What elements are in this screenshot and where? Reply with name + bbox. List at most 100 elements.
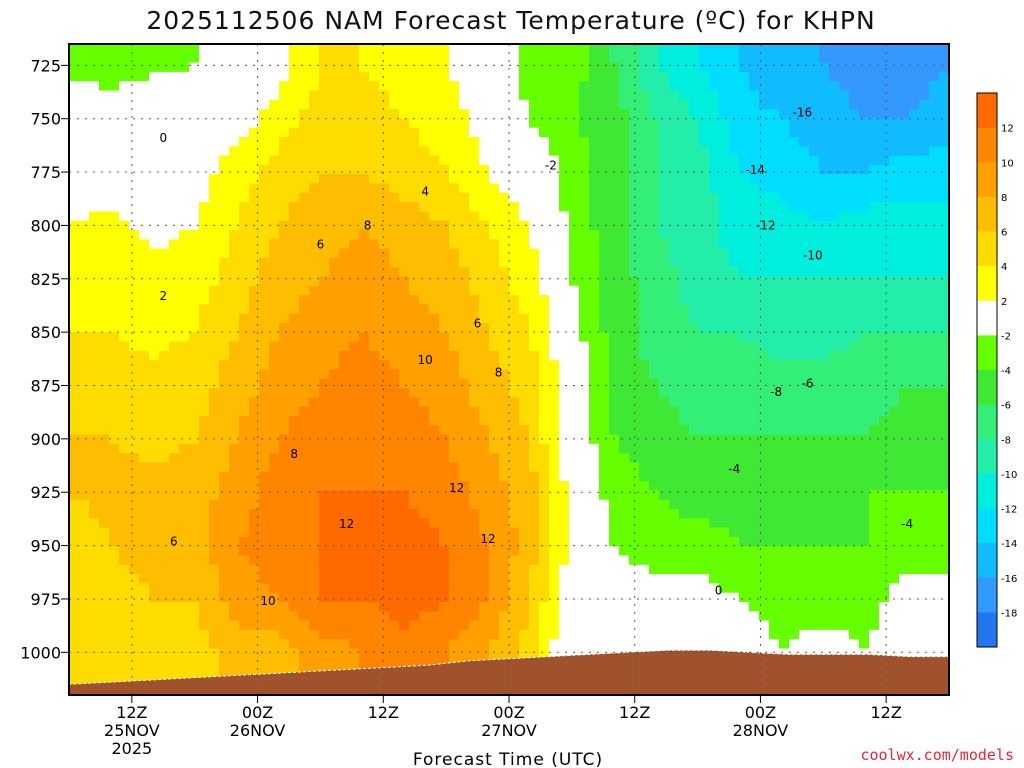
temperature-cell (129, 639, 140, 650)
temperature-cell (199, 490, 210, 501)
temperature-cell (449, 164, 460, 175)
temperature-cell (459, 583, 470, 594)
temperature-cell (729, 602, 740, 612)
temperature-cell (299, 509, 310, 519)
temperature-cell (389, 295, 400, 305)
temperature-cell (269, 174, 280, 185)
temperature-cell (769, 90, 780, 101)
temperature-cell (259, 592, 270, 603)
temperature-cell (559, 109, 570, 119)
temperature-cell (209, 81, 220, 92)
temperature-cell (499, 304, 510, 315)
temperature-cell (499, 490, 510, 501)
temperature-cell (249, 657, 260, 668)
temperature-cell (229, 81, 240, 92)
temperature-cell (69, 453, 80, 464)
temperature-cell (399, 416, 410, 426)
temperature-cell (139, 620, 150, 631)
temperature-cell (529, 378, 540, 389)
temperature-cell (759, 155, 770, 166)
temperature-cell (299, 564, 310, 575)
temperature-cell (349, 490, 360, 501)
temperature-cell (479, 527, 490, 538)
temperature-cell (259, 220, 270, 231)
temperature-cell (299, 648, 310, 659)
temperature-cell (389, 220, 400, 231)
temperature-cell (69, 164, 80, 175)
temperature-cell (249, 71, 260, 82)
temperature-cell (649, 564, 660, 575)
temperature-cell (189, 164, 200, 175)
temperature-cell (519, 453, 530, 464)
temperature-cell (689, 304, 700, 315)
temperature-cell (729, 527, 740, 538)
temperature-cell (579, 127, 590, 138)
temperature-cell (679, 620, 690, 631)
temperature-cell (759, 425, 770, 436)
temperature-cell (359, 388, 370, 398)
temperature-cell (579, 230, 590, 240)
temperature-cell (289, 648, 300, 659)
temperature-cell (659, 397, 670, 408)
temperature-cell (449, 462, 460, 473)
temperature-cell (609, 109, 620, 119)
temperature-cell (289, 360, 300, 371)
temperature-cell (719, 397, 730, 408)
temperature-cell (709, 118, 720, 129)
temperature-cell (189, 397, 200, 408)
temperature-cell (489, 341, 500, 352)
temperature-cell (129, 388, 140, 398)
temperature-cell (499, 378, 510, 389)
temperature-cell (489, 285, 500, 296)
temperature-cell (699, 518, 710, 529)
temperature-cell (649, 304, 660, 315)
temperature-cell (449, 183, 460, 194)
temperature-cell (339, 527, 350, 538)
temperature-cell (409, 388, 420, 398)
temperature-cell (349, 620, 360, 631)
temperature-cell (489, 276, 500, 287)
temperature-cell (569, 137, 580, 147)
temperature-cell (319, 481, 330, 491)
temperature-cell (709, 285, 720, 296)
temperature-cell (739, 304, 750, 315)
temperature-cell (409, 443, 420, 454)
temperature-cell (169, 285, 180, 296)
temperature-cell (219, 248, 230, 259)
temperature-cell (179, 109, 190, 119)
temperature-cell (729, 267, 740, 278)
temperature-cell (249, 499, 260, 510)
temperature-cell (349, 527, 360, 538)
temperature-cell (419, 639, 430, 650)
temperature-cell (149, 267, 160, 278)
temperature-cell (149, 183, 160, 194)
temperature-cell (749, 230, 760, 240)
temperature-cell (129, 90, 140, 101)
temperature-cell (209, 360, 220, 371)
temperature-cell (109, 285, 120, 296)
temperature-cell (499, 127, 510, 138)
temperature-cell (109, 341, 120, 352)
temperature-cell (479, 648, 490, 659)
temperature-cell (509, 509, 520, 519)
temperature-cell (99, 313, 110, 324)
temperature-cell (599, 527, 610, 538)
temperature-cell (349, 360, 360, 371)
temperature-cell (459, 267, 470, 278)
temperature-cell (339, 53, 350, 64)
temperature-cell (89, 425, 100, 436)
temperature-cell (549, 137, 560, 147)
temperature-cell (69, 127, 80, 138)
temperature-cell (459, 360, 470, 371)
temperature-cell (99, 192, 110, 203)
temperature-cell (249, 583, 260, 594)
temperature-cell (119, 276, 130, 287)
temperature-cell (729, 509, 740, 519)
temperature-cell (199, 620, 210, 631)
temperature-cell (169, 257, 180, 268)
temperature-cell (169, 583, 180, 594)
temperature-cell (679, 369, 690, 380)
temperature-cell (589, 564, 600, 575)
temperature-cell (739, 443, 750, 454)
temperature-cell (179, 397, 190, 408)
